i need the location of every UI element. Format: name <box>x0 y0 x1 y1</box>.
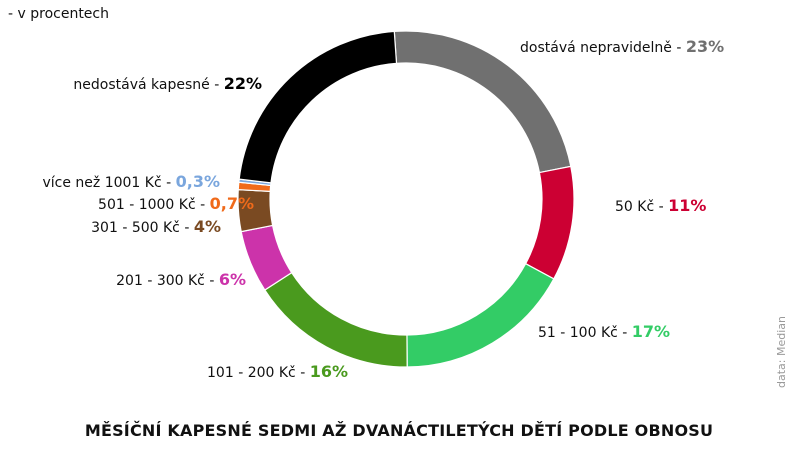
slice-label-8: více než 1001 Kč - 0,3% <box>42 172 220 191</box>
slice-3 <box>406 262 555 368</box>
data-source: data: Median <box>775 316 788 388</box>
donut-slices <box>237 30 575 368</box>
slice-label-4: 101 - 200 Kč - 16% <box>207 362 348 381</box>
slice-9 <box>238 30 398 184</box>
slice-2 <box>524 165 575 280</box>
slice-label-7: 501 - 1000 Kč - 0,7% <box>98 194 254 213</box>
slice-label-6: 301 - 500 Kč - 4% <box>91 217 221 236</box>
slice-label-1: dostává nepravidelně - 23% <box>520 37 724 56</box>
slice-4 <box>263 271 408 368</box>
slice-label-5: 201 - 300 Kč - 6% <box>116 270 246 289</box>
slice-labels: dostává nepravidelně - 23% 50 Kč - 11% 51 … <box>42 37 724 381</box>
slice-label-3: 51 - 100 Kč - 17% <box>538 322 670 341</box>
chart-title: MĚSÍČNÍ KAPESNÉ SEDMI AŽ DVANÁCTILETÝCH … <box>84 421 714 440</box>
slice-label-2: 50 Kč - 11% <box>615 196 706 215</box>
slice-label-9: nedostává kapesné - 22% <box>73 74 262 93</box>
chart-subtitle: - v procentech <box>8 6 109 22</box>
